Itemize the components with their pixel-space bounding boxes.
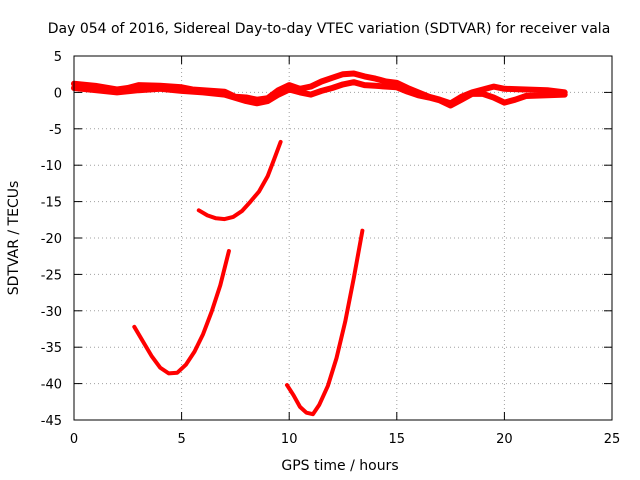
series-line-3 xyxy=(196,139,283,222)
x-tick-label: 0 xyxy=(70,432,78,447)
y-tick-label: -40 xyxy=(41,378,62,393)
y-tick-label: -30 xyxy=(41,305,62,320)
y-tick-label: 0 xyxy=(54,86,62,101)
chart-title: Day 054 of 2016, Sidereal Day-to-day VTE… xyxy=(48,21,611,37)
series-line-2 xyxy=(71,79,568,109)
y-tick-label: -45 xyxy=(41,414,62,429)
y-axis-label: SDTVAR / TECUs xyxy=(6,181,22,296)
tick-labels: 0 5 10 15 20 25 5 0 -5 -10 -15 -20 -25 -30 -35 -40 -45 xyxy=(41,50,621,447)
y-tick-label: -5 xyxy=(49,123,62,138)
x-axis-label: GPS time / hours xyxy=(281,458,398,474)
series-line-4 xyxy=(132,249,231,376)
y-tick-label: -25 xyxy=(41,268,62,283)
y-tick-label: -35 xyxy=(41,341,62,356)
series-layer xyxy=(71,70,568,417)
y-tick-label: -10 xyxy=(41,159,62,174)
x-tick-label: 25 xyxy=(604,432,621,447)
x-tick-label: 5 xyxy=(177,432,185,447)
grid xyxy=(74,56,612,420)
series-line-5 xyxy=(285,228,365,417)
x-tick-label: 15 xyxy=(389,432,406,447)
x-tick-label: 10 xyxy=(281,432,298,447)
y-tick-label: -20 xyxy=(41,232,62,247)
y-tick-label: 5 xyxy=(54,50,62,65)
plot-frame xyxy=(73,55,613,421)
y-tick-label: -15 xyxy=(41,196,62,211)
x-tick-label: 20 xyxy=(496,432,513,447)
